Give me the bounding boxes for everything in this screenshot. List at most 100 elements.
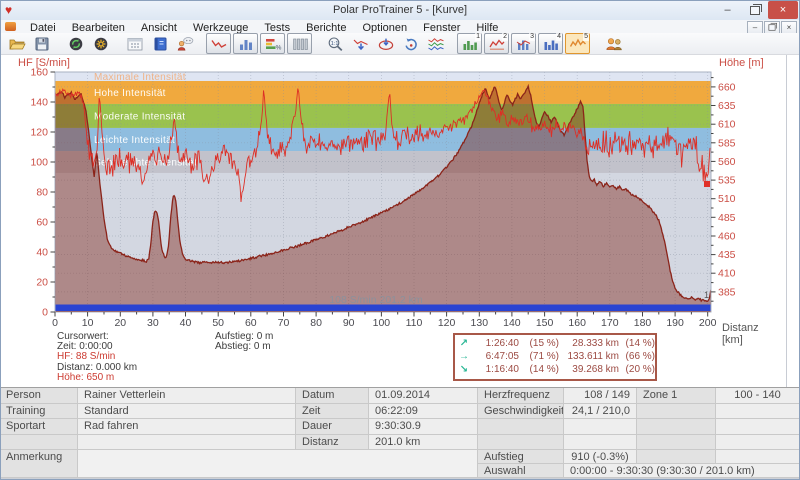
preset-badge: 2 — [502, 33, 508, 41]
average-label: 108 S/min 201.2 km — [329, 294, 423, 306]
empty-cell — [78, 435, 296, 450]
menu-ansicht[interactable]: Ansicht — [140, 21, 177, 34]
transfer-settings-button[interactable] — [88, 33, 113, 54]
zone-label-3: Leichte Intensität — [94, 135, 175, 146]
curve-export-icon — [353, 39, 368, 50]
empty-cell — [0, 435, 78, 450]
geschwindigkeit-value: 24,1 / 210,0 — [564, 404, 637, 419]
zone-cell: Zone 1 — [637, 388, 716, 404]
segment-row-flat: → 6:47:05 (71 %) 133.611 km (66 %) — [455, 350, 655, 363]
x-tick-label: 120 — [438, 317, 456, 329]
distribution-view-button[interactable] — [233, 33, 258, 54]
x-tick-label: 160 — [568, 317, 586, 329]
person-value: Rainer Vetterlein — [78, 388, 296, 404]
menu-berichte[interactable]: Berichte — [306, 21, 347, 34]
chart-preset-5-button[interactable]: 5 — [565, 33, 590, 54]
x-tick-label: 170 — [601, 317, 619, 329]
dauer-value: 9:30:30.9 — [369, 419, 478, 435]
empty-cell — [478, 435, 564, 450]
open-file-button[interactable] — [4, 33, 29, 54]
curve-chart-svg: Maximale Intensität Hohe Intensität Modera… — [18, 57, 764, 346]
x-tick-label: 200 — [699, 317, 717, 329]
distanz-label: Distanz — [296, 435, 369, 450]
blinds-view-button[interactable] — [287, 33, 312, 54]
menu-fenster[interactable]: Fenster — [423, 21, 461, 34]
mdi-restore-button[interactable] — [764, 21, 780, 34]
cursor-hf: HF: 88 S/min — [57, 351, 116, 363]
window-title: Polar ProTrainer 5 - [Kurve] — [332, 4, 468, 16]
cursor-title: Cursorwert: — [57, 331, 109, 342]
close-button[interactable]: × — [768, 1, 798, 19]
zone-label-0: Maximale Intensität — [94, 72, 186, 83]
cursor-time: Zeit: 0:00:00 — [57, 341, 113, 353]
x-tick-label: 20 — [114, 317, 126, 329]
reset-view-button[interactable] — [398, 33, 423, 54]
segment-row-down: ↘ 1:16:40 (14 %) 39.268 km (20 %) — [455, 363, 655, 376]
chart-preset-4-button[interactable]: 4 — [538, 33, 563, 54]
mdi-system-icon[interactable] — [5, 22, 16, 31]
altitude-axis-title: Höhe [m] — [719, 57, 764, 69]
training-diary-button[interactable] — [147, 33, 172, 54]
ascent-value: Aufstieg: 0 m — [215, 331, 274, 342]
x-tick-label: 30 — [147, 317, 159, 329]
curve-chart[interactable]: Maximale Intensität Hohe Intensität Modera… — [0, 55, 800, 388]
x-tick-label: 0 — [52, 317, 58, 329]
multi-curves-button[interactable] — [423, 33, 448, 54]
menu-tests[interactable]: Tests — [264, 21, 291, 34]
app-heart-icon: ♥ — [5, 3, 13, 17]
zoom-original-button[interactable]: 1:1 — [323, 33, 348, 54]
left-tick-label: 20 — [36, 277, 48, 289]
preset-badge: 3 — [529, 33, 535, 41]
lap-marker-button[interactable] — [373, 33, 398, 54]
training-label: Training — [0, 404, 78, 419]
right-tick-label: 610 — [718, 119, 736, 131]
menu-optionen[interactable]: Optionen — [362, 21, 408, 34]
x-tick-label: 140 — [503, 317, 521, 329]
users-button[interactable] — [601, 33, 626, 54]
toolbar: % 1:1 1 2 3 4 5 — [0, 33, 800, 55]
auswahl-label: Auswahl — [478, 464, 564, 478]
empty-cell — [637, 435, 716, 450]
x-tick-label: 50 — [212, 317, 224, 329]
chart-preset-5-icon — [569, 37, 586, 47]
transfer-settings-icon — [94, 37, 107, 50]
person-info-button[interactable] — [172, 33, 197, 54]
transfer-button[interactable] — [63, 33, 88, 54]
training-diary-icon — [154, 37, 166, 50]
zone-percent-view-icon: % — [265, 38, 281, 51]
right-tick-label: 485 — [718, 212, 736, 224]
climb-panel: Aufstieg: 0 m Abstieg: 0 m — [215, 331, 274, 352]
segment-time: 6:47:05 — [485, 351, 519, 362]
menu-werkzeuge[interactable]: Werkzeuge — [192, 21, 249, 34]
cursor-marker[interactable] — [704, 181, 710, 187]
zone-range-cell: 100 - 140 — [716, 388, 800, 404]
x-tick-label: 130 — [471, 317, 489, 329]
left-tick-label: 80 — [36, 187, 48, 199]
zone-label-2: Moderate Intensität — [94, 112, 185, 123]
chart-preset-1-button[interactable]: 1 — [457, 33, 482, 54]
segment-time-percent: (71 %) — [529, 351, 559, 362]
up-arrow-icon: ↗ — [459, 338, 469, 349]
curve-view-button[interactable] — [206, 33, 231, 54]
save-icon — [35, 37, 48, 50]
save-button[interactable] — [29, 33, 54, 54]
calendar-button[interactable] — [122, 33, 147, 54]
chart-preset-2-button[interactable]: 2 — [484, 33, 509, 54]
menu-datei[interactable]: Datei — [30, 21, 56, 34]
x-tick-label: 10 — [82, 317, 94, 329]
left-tick-label: 40 — [36, 247, 48, 259]
chart-preset-3-button[interactable]: 3 — [511, 33, 536, 54]
zone-percent-view-button[interactable]: % — [260, 33, 285, 54]
datum-value: 01.09.2014 — [369, 388, 478, 404]
zeit-value: 06:22:09 — [369, 404, 478, 419]
altitude-series — [55, 83, 711, 312]
minimize-button[interactable]: – — [724, 4, 731, 16]
menu-bearbeiten[interactable]: Bearbeiten — [71, 21, 125, 34]
curve-export-button[interactable] — [348, 33, 373, 54]
segment-distance-percent: (66 %) — [625, 351, 655, 362]
lap-number-label: 1 — [704, 290, 709, 300]
left-tick-label: 60 — [36, 217, 48, 229]
restore-button[interactable] — [741, 1, 768, 19]
chart-preset-2-icon — [488, 38, 504, 50]
menu-hilfe[interactable]: Hilfe — [476, 21, 499, 34]
